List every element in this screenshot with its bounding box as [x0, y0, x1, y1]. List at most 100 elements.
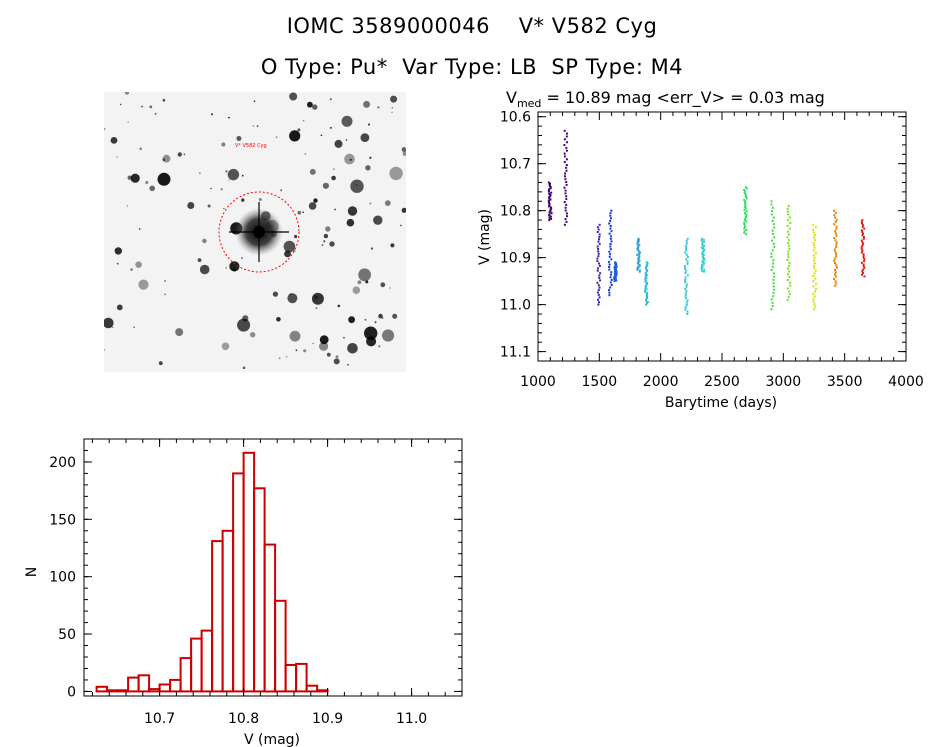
field-star [130, 268, 133, 271]
light-curve-point [610, 271, 613, 274]
light-curve-point [638, 238, 640, 241]
light-curve-point [597, 228, 600, 231]
light-curve-point [563, 201, 566, 203]
field-stars [104, 92, 406, 370]
light-curve-point [813, 262, 816, 265]
light-curve-point [813, 259, 816, 262]
light-curve-point [789, 281, 791, 284]
light-curve-chart: Vmed = 10.89 mag <err_V> = 0.03 mag 1000… [477, 88, 924, 411]
light-curve-point [770, 298, 773, 301]
light-curve-point [614, 276, 617, 279]
light-curve-point [835, 252, 837, 255]
y-tick-label: 0 [67, 684, 76, 700]
light-curve-point [788, 276, 791, 279]
star-field-image: V* V582 Cyg [104, 92, 406, 372]
light-curve-point [701, 252, 704, 255]
light-curve-point [645, 271, 647, 274]
light-curve-point [772, 272, 775, 275]
field-star [309, 168, 316, 175]
light-curve-point [863, 236, 865, 239]
light-curve-point [685, 301, 688, 304]
y-tick-label: 10.9 [500, 251, 531, 267]
light-curve-point [834, 275, 837, 278]
light-curve-point [700, 246, 703, 249]
light-curve-point [646, 295, 649, 298]
light-curve-point [615, 272, 618, 275]
field-star [241, 257, 243, 259]
light-curve-point [786, 279, 789, 281]
light-curve-point [547, 199, 550, 202]
light-curve-point [563, 223, 566, 226]
light-curve-point [613, 277, 616, 280]
field-star [392, 313, 398, 319]
light-curve-point [834, 211, 837, 214]
light-curve-points [547, 129, 866, 315]
field-star [311, 292, 324, 305]
light-curve-point [597, 293, 600, 296]
field-star [158, 361, 163, 366]
field-star [138, 279, 149, 290]
light-curve-point [744, 206, 747, 209]
light-curve-point [743, 224, 746, 227]
light-curve-point [812, 249, 815, 252]
light-curve-point [744, 194, 747, 197]
field-star [278, 357, 281, 360]
light-curve-point [815, 287, 817, 290]
light-curve-point [789, 284, 792, 287]
light-curve-point [835, 266, 838, 269]
light-curve-point [644, 280, 647, 283]
field-star [374, 321, 377, 324]
field-star [378, 313, 383, 319]
light-curve-point [772, 223, 775, 226]
field-star [346, 218, 355, 227]
light-curve-point [610, 258, 613, 261]
light-curve-point [834, 268, 836, 271]
light-curve-point [744, 211, 746, 214]
light-curve-point [771, 265, 774, 268]
y-tick-label: 10.6 [500, 110, 531, 126]
field-star [401, 207, 406, 213]
x-tick-label: 4000 [888, 374, 924, 390]
light-curve-point [565, 198, 568, 201]
light-curve-point [771, 210, 773, 213]
light-curve-point [684, 267, 686, 270]
field-star [326, 352, 331, 357]
light-curve-point [789, 222, 792, 224]
histogram-bar [263, 543, 277, 693]
light-curve-point [615, 269, 618, 272]
field-star [104, 348, 105, 351]
light-curve-point [773, 275, 776, 278]
light-curve-point [686, 274, 689, 277]
light-curve-point [564, 218, 567, 221]
light-curve-point [609, 219, 612, 222]
light-curve-point [835, 234, 838, 237]
light-curve-point [860, 248, 863, 251]
field-star [307, 101, 313, 108]
light-curve-point [547, 189, 550, 192]
light-curve-point [812, 228, 815, 231]
light-curve-title: Vmed = 10.89 mag <err_V> = 0.03 mag [506, 88, 825, 110]
histogram-bar [316, 689, 329, 693]
light-curve-point [702, 247, 705, 250]
light-curve-point [703, 240, 705, 243]
field-star [364, 318, 367, 321]
light-curve-point [550, 207, 553, 210]
light-curve-point [863, 266, 866, 269]
light-curve-point [772, 291, 775, 294]
light-curve-point [787, 244, 790, 247]
light-curve-point [563, 138, 566, 141]
light-curve-point [549, 187, 552, 190]
field-star [390, 243, 395, 248]
field-star [289, 92, 298, 101]
light-curve-point [813, 264, 816, 267]
chart-subtitle-types: O Type: Pu* Var Type: LB SP Type: M4 [260, 55, 684, 79]
light-curve-point [862, 224, 865, 227]
light-curve-point [609, 243, 612, 245]
light-curve-point [684, 278, 687, 281]
light-curve-ylabel: V (mag) [477, 209, 493, 265]
field-star [401, 147, 406, 152]
light-curve-point [646, 302, 648, 305]
light-curve-point [861, 222, 863, 225]
field-star [139, 147, 142, 151]
light-curve-point [596, 269, 599, 272]
